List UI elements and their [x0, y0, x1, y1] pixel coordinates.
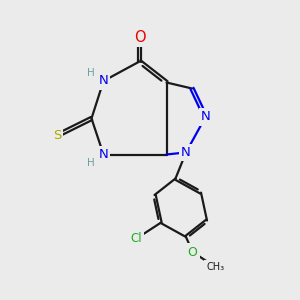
Text: N: N: [99, 74, 108, 88]
Text: CH₃: CH₃: [206, 262, 224, 272]
Text: O: O: [188, 245, 197, 259]
Text: S: S: [53, 129, 61, 142]
Text: Cl: Cl: [131, 232, 142, 245]
Text: N: N: [99, 148, 108, 161]
Text: O: O: [134, 30, 145, 45]
Text: N: N: [201, 110, 210, 124]
Text: N: N: [181, 146, 191, 159]
Text: H: H: [87, 158, 95, 169]
Text: H: H: [87, 68, 95, 78]
